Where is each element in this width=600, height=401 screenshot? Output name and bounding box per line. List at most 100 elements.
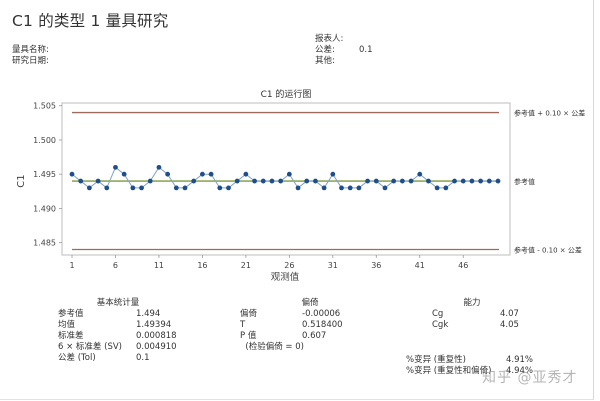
x-tick-label: 46 <box>458 261 468 270</box>
y-tick-label: 1.500 <box>33 136 56 145</box>
stat-row: 公差 (Tol) 0.1 <box>58 353 228 364</box>
reference-line-label: 参考值 <box>514 177 535 186</box>
stat-row: 参考值 1.494 <box>58 309 228 320</box>
tolerance-label: 公差: <box>315 45 335 55</box>
data-point <box>417 171 423 177</box>
stat-label: T <box>240 320 246 330</box>
x-tick-label: 11 <box>154 261 164 270</box>
gauge-name-label: 量具名称: <box>12 45 49 55</box>
page-title: C1 的类型 1 量具研究 <box>12 12 169 30</box>
data-line <box>71 166 498 189</box>
stat-value: 0.004910 <box>136 342 177 352</box>
stat-row: %变异 (重复性和偏倚) 4.94% <box>406 366 576 377</box>
data-point <box>321 185 327 191</box>
stat-value: 4.05 <box>500 320 519 330</box>
stat-value: 0.607 <box>302 331 327 341</box>
stat-row: (检验偏倚 = 0) <box>240 342 390 353</box>
data-point <box>339 185 344 191</box>
data-point <box>86 185 92 191</box>
stat-row: %变异 (重复性) 4.91% <box>406 355 576 366</box>
bias-panel: 偏倚 偏倚 -0.00006 T 0.518400 P 值 0.607 (检验偏倚 = 0… <box>240 298 390 353</box>
stat-label: %变异 (重复性和偏倚) <box>406 366 492 376</box>
x-tick-label: 26 <box>284 261 294 270</box>
study-date-label: 研究日期: <box>12 56 49 66</box>
x-tick-label: 16 <box>197 261 207 270</box>
stat-value: 0.000818 <box>136 331 177 341</box>
data-point <box>452 178 457 184</box>
data-point <box>139 185 144 191</box>
y-tick-label: 1.490 <box>33 204 56 213</box>
stat-value: 4.07 <box>500 309 519 319</box>
x-tick-label: 31 <box>328 261 338 270</box>
x-tick-label: 41 <box>415 261 425 270</box>
data-point <box>95 178 101 184</box>
stat-label: 标准差 <box>58 331 84 341</box>
stat-value: 4.94% <box>506 366 534 376</box>
data-point <box>130 185 136 191</box>
data-point <box>469 178 475 184</box>
basic-stats-header: 基本统计量 <box>96 298 140 308</box>
data-point <box>69 171 75 177</box>
stat-row: 标准差 0.000818 <box>58 331 228 342</box>
capability-header: 能力 <box>463 298 481 308</box>
x-axis-label: 观测值 <box>271 271 300 283</box>
data-point <box>313 178 318 184</box>
stat-value: 4.91% <box>506 355 534 365</box>
data-point <box>373 178 379 184</box>
data-point <box>121 171 127 177</box>
x-tick-label: 6 <box>113 261 118 270</box>
data-point <box>234 178 240 184</box>
data-point <box>460 178 466 184</box>
y-axis-label: C1 <box>16 174 27 187</box>
data-point <box>365 178 370 184</box>
data-point <box>182 185 188 191</box>
data-point <box>295 185 301 191</box>
watermark: 知乎 @亚秀才 <box>482 370 578 386</box>
data-point <box>147 178 153 184</box>
data-point <box>495 178 501 184</box>
stat-row: T 0.518400 <box>240 320 390 331</box>
data-point <box>208 171 214 177</box>
tolerance-value: 0.1 <box>359 45 373 55</box>
data-point <box>478 178 484 184</box>
stat-label: (检验偏倚 = 0) <box>240 342 304 352</box>
data-point <box>104 185 110 191</box>
stat-label: 6 × 标准差 (SV) <box>58 342 122 352</box>
data-point <box>426 178 431 184</box>
basic-stats-panel: 基本统计量 参考值 1.494 均值 1.49394 标准差 0.000818 6 × 标准… <box>58 298 228 364</box>
data-point <box>226 185 231 191</box>
data-point <box>391 178 397 184</box>
y-tick-label: 1.495 <box>33 170 56 179</box>
data-point <box>286 171 292 177</box>
x-tick-label: 1 <box>69 261 74 270</box>
stat-value: 1.49394 <box>136 320 172 330</box>
stat-label: Cg <box>432 309 444 319</box>
variation-panel: %变异 (重复性) 4.91% %变异 (重复性和偏倚) 4.94% <box>406 355 576 377</box>
stat-label: 参考值 <box>58 309 84 319</box>
stat-row: Cgk 4.05 <box>432 320 542 331</box>
data-point <box>347 185 353 191</box>
plot-area <box>61 102 511 256</box>
stat-row: 6 × 标准差 (SV) 0.004910 <box>58 342 228 353</box>
data-point <box>356 185 362 191</box>
data-point <box>165 171 171 177</box>
data-point <box>217 185 223 191</box>
x-tick-label: 36 <box>371 261 381 270</box>
data-point <box>243 171 249 177</box>
data-point <box>330 171 336 177</box>
data-point <box>443 185 449 191</box>
data-point <box>434 185 440 191</box>
stat-label: 公差 (Tol) <box>58 353 96 363</box>
stat-value: 0.1 <box>136 353 150 363</box>
data-point <box>278 178 284 184</box>
stat-label: %变异 (重复性) <box>406 355 466 365</box>
stat-row: P 值 0.607 <box>240 331 390 342</box>
x-tick-label: 21 <box>241 261 251 270</box>
stat-row: 偏倚 -0.00006 <box>240 309 390 320</box>
data-point <box>399 178 405 184</box>
chart-title: C1 的运行图 <box>261 88 312 100</box>
reference-line-label: 参考值 - 0.10 × 公差 <box>514 246 582 255</box>
data-point <box>252 178 257 184</box>
